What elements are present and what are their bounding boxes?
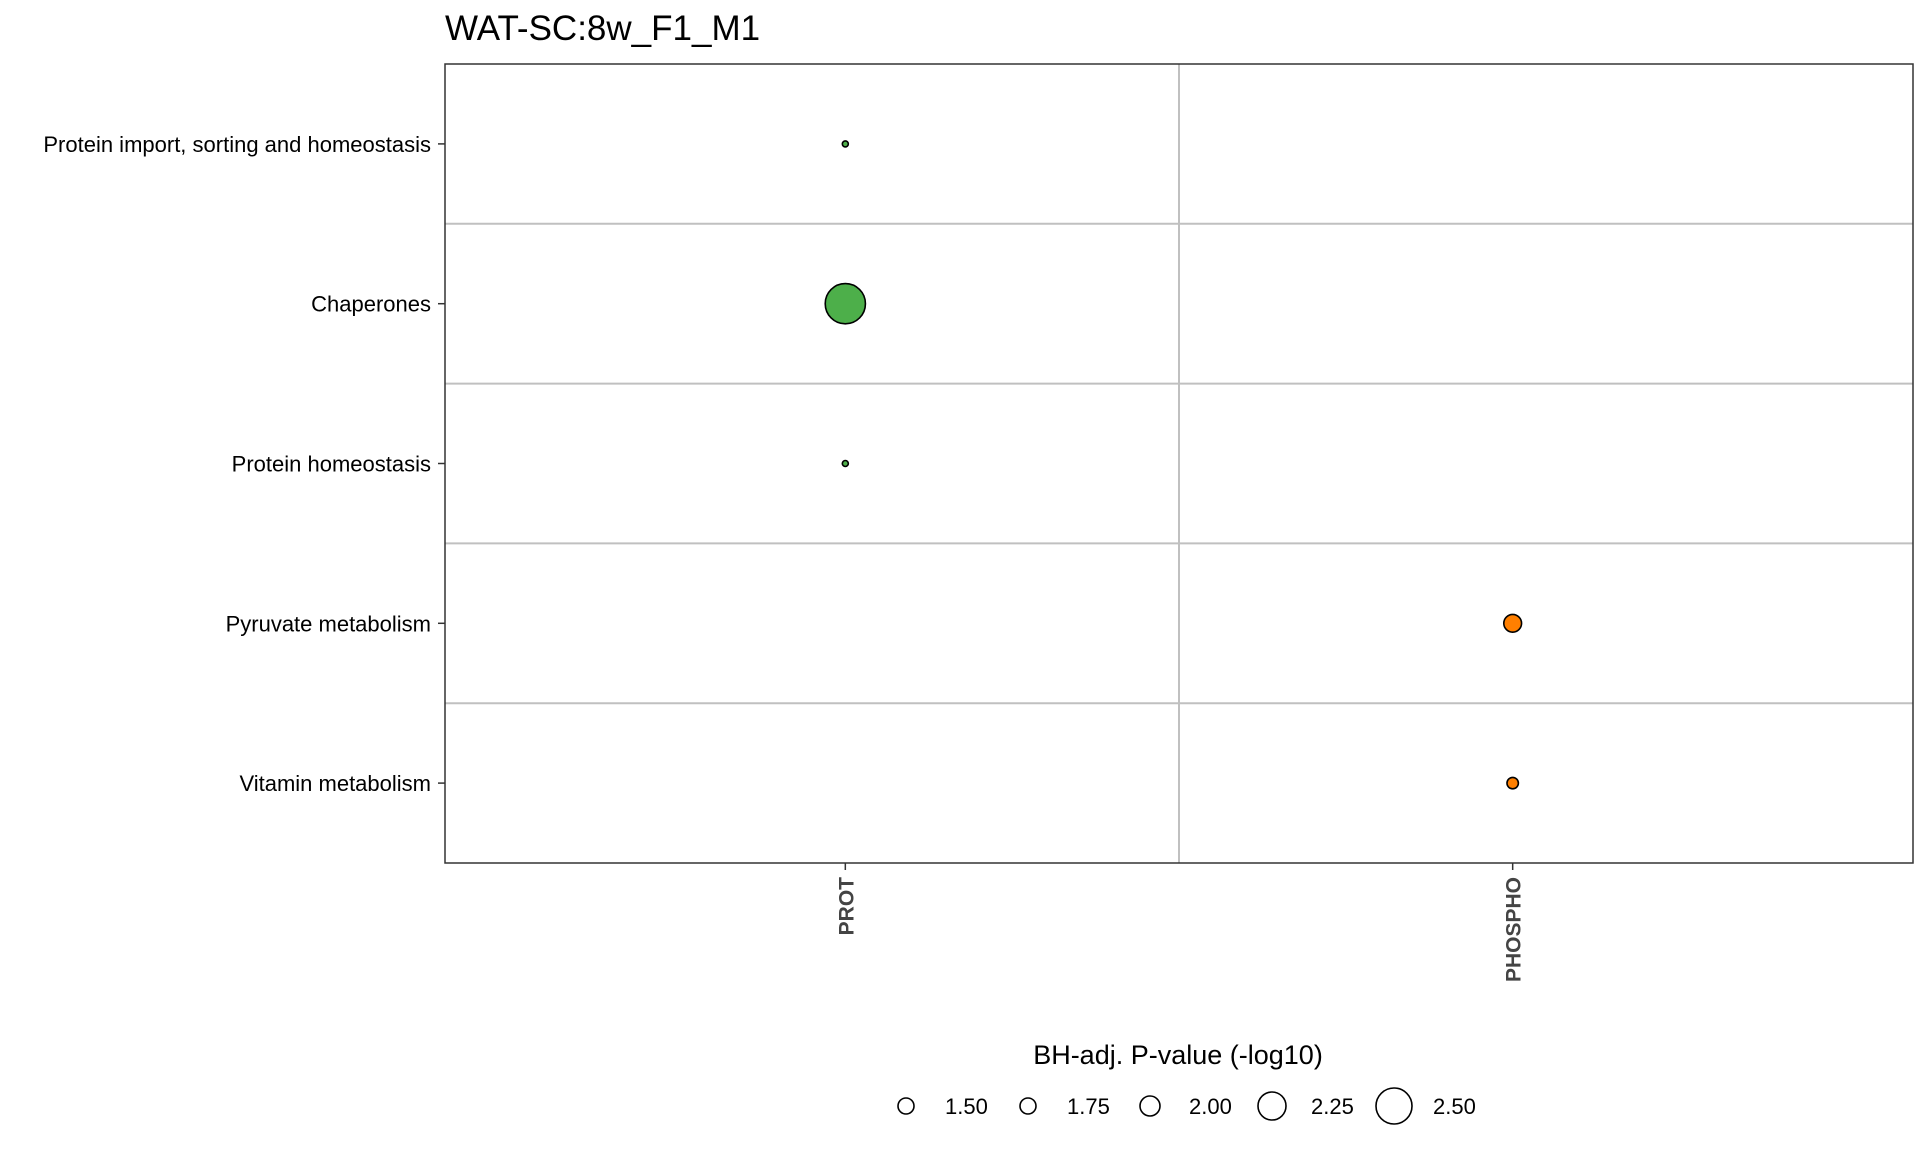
x-tick-label-prot: PROT xyxy=(835,877,858,936)
legend-label: 2.50 xyxy=(1433,1094,1476,1119)
y-tick-label-chaperones: Chaperones xyxy=(311,292,431,317)
legend-label: 2.25 xyxy=(1311,1094,1354,1119)
point-phospho-pyruvate-metabolism xyxy=(1502,613,1523,633)
point-prot-protein-homeostasis xyxy=(841,459,850,468)
point-prot-chaperones xyxy=(824,282,867,325)
legend-key xyxy=(1375,1087,1413,1125)
legend-key xyxy=(1139,1095,1161,1117)
x-axis: PROT PHOSPHO xyxy=(835,863,1526,982)
legend-label: 1.75 xyxy=(1067,1094,1110,1119)
x-tick-label-phospho: PHOSPHO xyxy=(1503,877,1526,982)
legend-key xyxy=(897,1097,915,1115)
legend-key xyxy=(1257,1091,1287,1121)
point-prot-protein-import-sorting-and-homeostasis xyxy=(841,140,850,148)
points xyxy=(824,140,1523,790)
size-legend: BH-adj. P-value (-log10) 1.50 1.75 2.00 2.2… xyxy=(897,1040,1476,1125)
y-tick-label-protein-import-sorting-and-homeostasis: Protein import, sorting and homeostasis xyxy=(43,132,431,157)
y-tick-label-protein-homeostasis: Protein homeostasis xyxy=(232,452,431,477)
chart-title: WAT-SC:8w_F1_M1 xyxy=(445,9,760,48)
legend-title: BH-adj. P-value (-log10) xyxy=(1033,1040,1323,1070)
y-tick-label-vitamin-metabolism: Vitamin metabolism xyxy=(239,771,431,796)
y-tick-label-pyruvate-metabolism: Pyruvate metabolism xyxy=(226,611,431,636)
point-phospho-vitamin-metabolism xyxy=(1506,776,1520,790)
legend-label: 1.50 xyxy=(945,1094,988,1119)
legend-label: 2.00 xyxy=(1189,1094,1232,1119)
y-axis: Protein import, sorting and homeostasis C… xyxy=(43,132,445,796)
grid xyxy=(445,64,1913,863)
legend-key xyxy=(1019,1097,1037,1115)
